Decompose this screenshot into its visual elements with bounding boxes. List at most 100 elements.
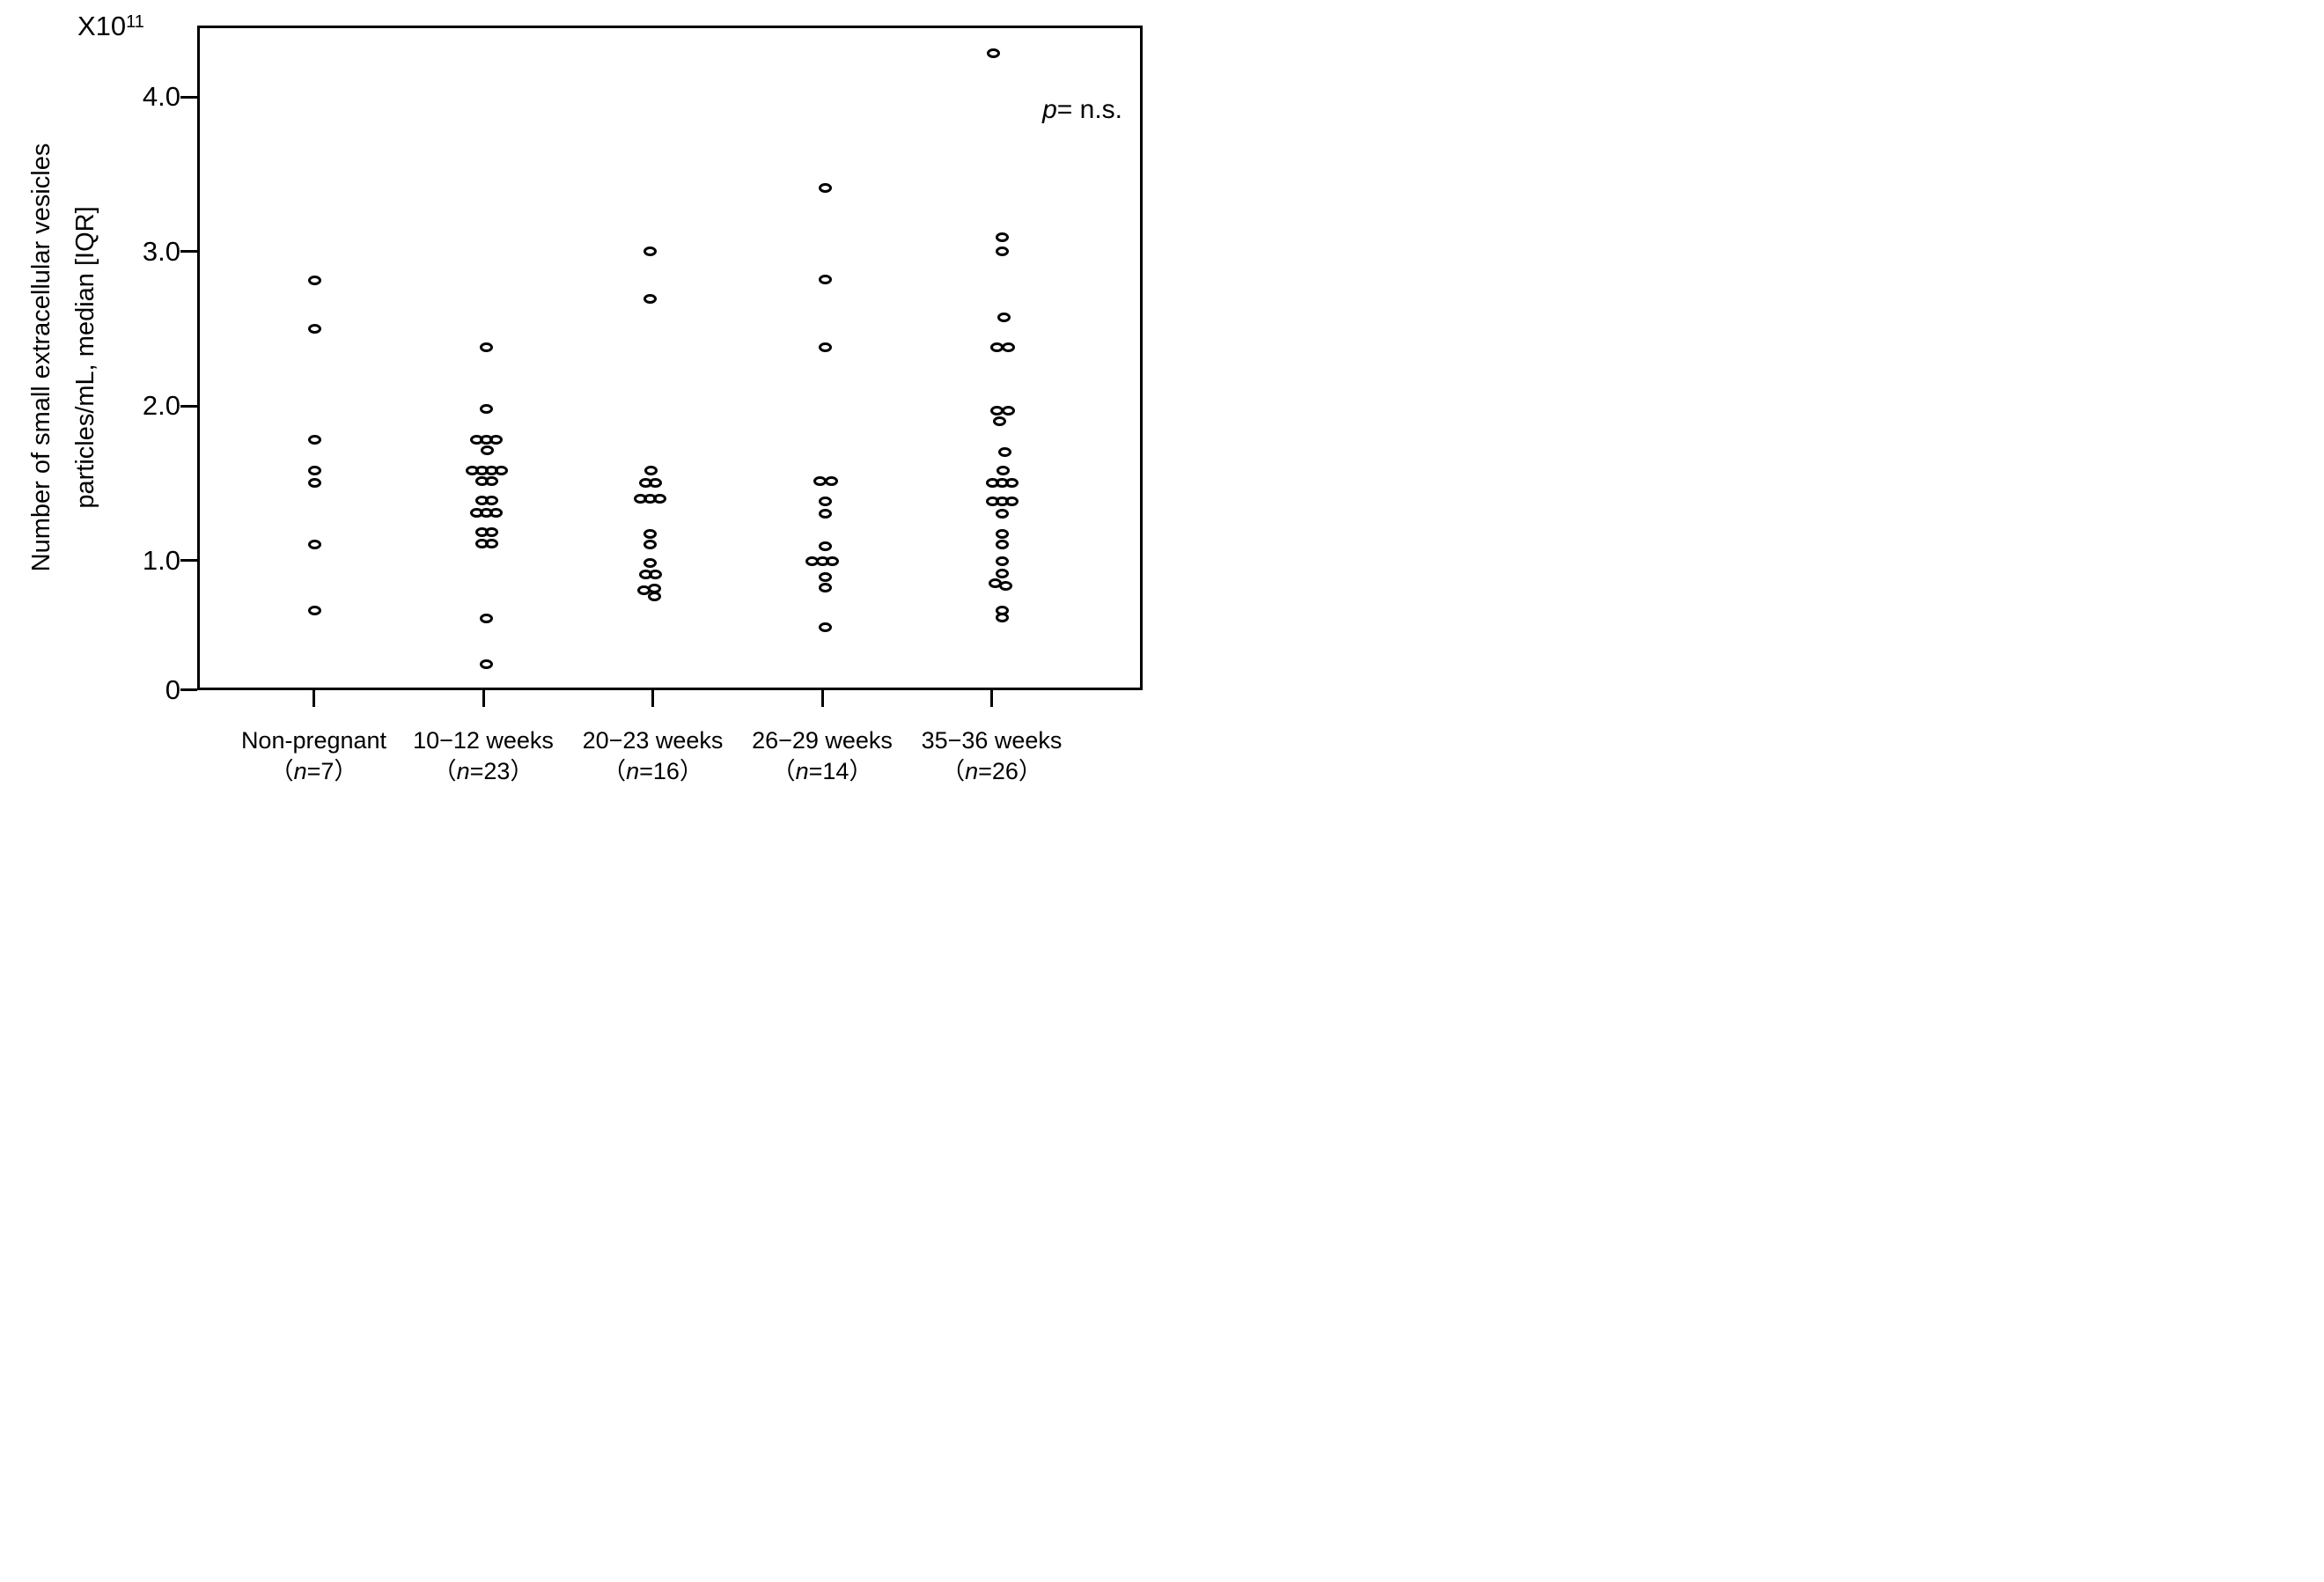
data-point: [819, 572, 832, 583]
data-point: [308, 540, 321, 550]
data-point: [999, 581, 1012, 592]
x-category-name: 20−23 weeks: [582, 727, 724, 754]
data-point: [993, 416, 1006, 427]
y-tick-label: 4.0: [142, 81, 180, 112]
y-tick-label: 1.0: [142, 544, 180, 576]
y-tick: [180, 559, 197, 562]
data-point: [308, 606, 321, 616]
data-point: [819, 342, 832, 352]
data-point: [819, 509, 832, 519]
data-point: [489, 507, 503, 518]
data-point: [824, 476, 838, 487]
data-point: [308, 276, 321, 286]
y-tick-label: 2.0: [142, 390, 180, 421]
data-point: [644, 557, 657, 568]
data-point: [480, 404, 493, 414]
x-category-name: 10−12 weeks: [413, 727, 554, 754]
data-point: [480, 342, 493, 352]
unit-base: X10: [77, 11, 127, 41]
y-tick: [180, 688, 197, 691]
x-tick: [990, 690, 993, 707]
x-category-label: 26−29 weeks （n=14）: [708, 725, 937, 787]
data-point: [1001, 405, 1015, 416]
x-category-label: 20−23 weeks （n=16）: [539, 725, 768, 787]
data-point: [484, 476, 498, 487]
x-category-n-count: （n=23）: [432, 758, 534, 784]
data-point: [996, 232, 1009, 243]
data-point: [644, 466, 658, 476]
data-point: [484, 527, 498, 538]
x-category-n-count: （n=7）: [269, 758, 358, 784]
x-tick: [820, 690, 824, 707]
x-tick: [482, 690, 485, 707]
data-point: [648, 570, 662, 580]
data-point: [637, 585, 651, 595]
scatter-figure: X1011 p= n.s. Number of small extracellu…: [0, 0, 1162, 791]
data-point: [996, 568, 1009, 578]
data-point: [480, 659, 493, 669]
plot-area: [197, 26, 1143, 690]
data-point: [996, 556, 1009, 567]
data-point: [1005, 478, 1019, 489]
data-point: [996, 509, 1009, 519]
data-point: [1001, 342, 1015, 352]
y-tick: [180, 95, 197, 99]
x-category-n-count: （n=14）: [771, 758, 873, 784]
x-category-n-count: （n=16）: [602, 758, 703, 784]
x-tick: [313, 690, 315, 707]
data-point: [1005, 497, 1019, 507]
data-point: [644, 529, 657, 540]
data-point: [489, 435, 503, 445]
data-point: [819, 274, 832, 284]
y-axis-unit-label: X1011: [77, 7, 144, 41]
unit-exponent: 11: [126, 12, 144, 32]
data-point: [819, 497, 832, 507]
x-tick: [651, 690, 654, 707]
data-point: [819, 582, 832, 592]
data-point: [819, 183, 832, 194]
x-category-label: Non-pregnant （n=7）: [200, 725, 429, 787]
data-point: [826, 556, 839, 567]
data-point: [996, 612, 1009, 622]
y-axis-title-line2: particles/mL, median [IQR]: [71, 206, 99, 509]
data-point: [308, 323, 321, 334]
data-point: [996, 246, 1009, 256]
x-category-name: 35−36 weeks: [921, 727, 1063, 754]
y-tick: [180, 250, 197, 253]
data-point: [997, 466, 1010, 476]
data-point: [644, 540, 657, 550]
x-category-name: Non-pregnant: [240, 727, 387, 754]
y-axis-title: Number of small extracellular vesicles p…: [19, 14, 107, 701]
y-tick-label: 3.0: [142, 235, 180, 267]
data-point: [653, 493, 666, 504]
p-symbol: p: [1042, 95, 1057, 124]
data-point: [308, 435, 321, 445]
x-category-label: 10−12 weeks （n=23）: [369, 725, 598, 787]
x-category-n-count: （n=26）: [941, 758, 1042, 784]
p-value-text: = n.s.: [1056, 95, 1122, 124]
data-point: [308, 478, 321, 489]
data-point: [644, 246, 657, 256]
y-tick: [180, 404, 197, 408]
data-point: [648, 478, 662, 489]
data-point: [996, 540, 1009, 550]
data-point: [484, 495, 498, 505]
data-point: [819, 541, 832, 552]
data-point: [480, 614, 493, 624]
x-category-name: 26−29 weeks: [752, 727, 893, 754]
data-point: [308, 466, 321, 476]
data-point: [644, 294, 657, 305]
y-axis-title-line1: Number of small extracellular vesicles: [27, 143, 55, 572]
data-point: [494, 466, 508, 476]
p-value-annotation: p= n.s.: [1042, 95, 1122, 125]
data-point: [996, 529, 1009, 540]
x-category-label: 35−36 weeks （n=26）: [878, 725, 1107, 787]
data-point: [481, 445, 494, 456]
data-point: [484, 538, 498, 548]
y-tick-label: 0: [165, 673, 180, 705]
data-point: [997, 313, 1011, 323]
data-point: [648, 592, 661, 602]
data-point: [998, 447, 1011, 458]
data-point: [987, 48, 1000, 59]
data-point: [819, 622, 832, 633]
